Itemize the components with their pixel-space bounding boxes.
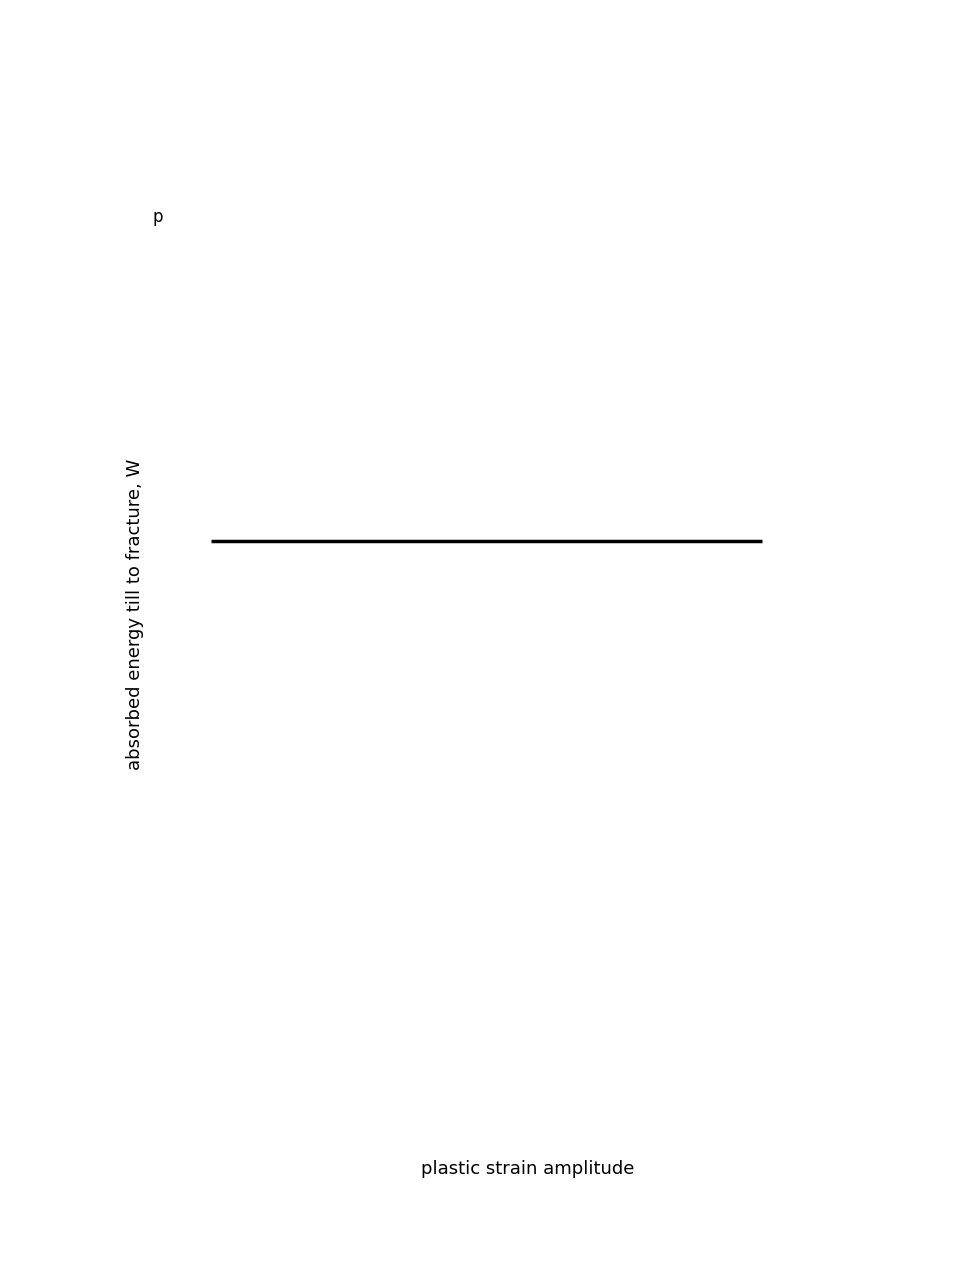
Text: p: p — [152, 208, 162, 226]
Text: plastic strain amplitude: plastic strain amplitude — [421, 1161, 635, 1178]
Text: absorbed energy till to fracture, W: absorbed energy till to fracture, W — [126, 459, 144, 770]
